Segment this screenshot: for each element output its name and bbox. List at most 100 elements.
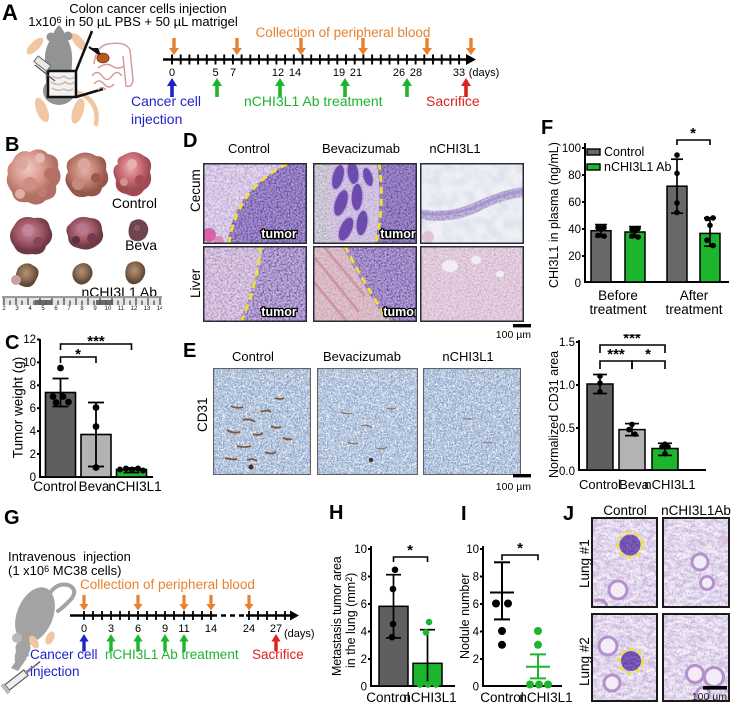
svg-text:20: 20 bbox=[568, 251, 581, 263]
svg-text:After: After bbox=[680, 288, 709, 303]
svg-text:0: 0 bbox=[361, 682, 367, 694]
svg-text:Beva: Beva bbox=[79, 479, 110, 494]
svg-text:10: 10 bbox=[467, 544, 479, 556]
svg-text:Collection of peripheral blood: Collection of peripheral blood bbox=[80, 577, 255, 592]
svg-text:2: 2 bbox=[473, 654, 479, 666]
svg-text:10: 10 bbox=[23, 357, 36, 369]
svg-text:10: 10 bbox=[355, 544, 367, 556]
svg-text:9: 9 bbox=[162, 623, 168, 635]
svg-text:60: 60 bbox=[568, 197, 581, 209]
svg-text:tumor: tumor bbox=[261, 227, 297, 241]
svg-text:100 µm: 100 µm bbox=[692, 691, 727, 703]
svg-text:Before: Before bbox=[598, 288, 638, 303]
svg-text:nCHI3L1: nCHI3L1 bbox=[519, 690, 572, 705]
svg-text:tumor: tumor bbox=[383, 305, 417, 319]
svg-text:5: 5 bbox=[41, 306, 45, 310]
svg-text:6: 6 bbox=[135, 623, 141, 635]
svg-text:nCHI3L1 Ab treatment: nCHI3L1 Ab treatment bbox=[244, 93, 383, 109]
svg-text:26: 26 bbox=[393, 67, 405, 79]
svg-text:10: 10 bbox=[105, 306, 112, 310]
svg-text:*: * bbox=[645, 346, 651, 363]
svg-text:injection: injection bbox=[131, 111, 182, 127]
svg-text:Control: Control bbox=[366, 690, 410, 705]
svg-text:6: 6 bbox=[361, 599, 367, 611]
svg-text:6: 6 bbox=[54, 306, 58, 310]
svg-text:9: 9 bbox=[93, 306, 97, 310]
svg-text:12: 12 bbox=[23, 334, 36, 346]
svg-text:(days): (days) bbox=[469, 67, 500, 79]
svg-text:8: 8 bbox=[473, 572, 479, 584]
svg-text:0.5: 0.5 bbox=[559, 423, 575, 435]
svg-text:100 µm: 100 µm bbox=[496, 481, 531, 493]
svg-text:0: 0 bbox=[81, 623, 87, 635]
svg-text:Control: Control bbox=[579, 477, 621, 492]
svg-text:Collection of peripheral blood: Collection of peripheral blood bbox=[256, 25, 431, 40]
svg-text:nCHI3L1: nCHI3L1 bbox=[644, 477, 695, 492]
svg-text:40: 40 bbox=[568, 224, 581, 236]
svg-text:21: 21 bbox=[350, 67, 362, 79]
svg-text:nCHI3L1 Ab treatment: nCHI3L1 Ab treatment bbox=[105, 647, 239, 662]
svg-text:11: 11 bbox=[178, 623, 189, 635]
svg-text:0.0: 0.0 bbox=[559, 466, 575, 478]
svg-text:8: 8 bbox=[361, 572, 367, 584]
svg-text:3: 3 bbox=[15, 306, 19, 310]
svg-text:0: 0 bbox=[575, 278, 581, 290]
svg-text:Cancer cell: Cancer cell bbox=[131, 93, 201, 109]
svg-text:27: 27 bbox=[270, 623, 282, 635]
svg-text:8: 8 bbox=[30, 380, 36, 392]
svg-text:nCHI3L1 Ab: nCHI3L1 Ab bbox=[604, 160, 671, 174]
svg-text:6: 6 bbox=[30, 403, 36, 415]
svg-text:12: 12 bbox=[272, 67, 284, 79]
svg-text:14: 14 bbox=[157, 306, 162, 310]
svg-text:***: *** bbox=[607, 346, 625, 363]
svg-text:1.5: 1.5 bbox=[559, 337, 575, 349]
svg-text:***: *** bbox=[623, 334, 641, 347]
svg-text:***: *** bbox=[87, 333, 105, 350]
svg-text:28: 28 bbox=[410, 67, 422, 79]
svg-text:12: 12 bbox=[131, 306, 138, 310]
svg-text:Sacrifice: Sacrifice bbox=[252, 647, 304, 662]
svg-text:5: 5 bbox=[212, 67, 218, 79]
svg-text:2: 2 bbox=[30, 449, 36, 461]
svg-text:13: 13 bbox=[144, 306, 151, 310]
svg-text:*: * bbox=[517, 540, 523, 557]
svg-text:Control: Control bbox=[604, 145, 644, 159]
svg-text:4: 4 bbox=[30, 426, 37, 438]
svg-text:4: 4 bbox=[28, 306, 32, 310]
svg-text:100: 100 bbox=[562, 143, 581, 155]
svg-text:tumor: tumor bbox=[261, 305, 297, 319]
svg-text:19: 19 bbox=[333, 67, 345, 79]
svg-text:nCHI3L1: nCHI3L1 bbox=[108, 479, 161, 494]
svg-text:Control: Control bbox=[33, 479, 77, 494]
svg-text:treatment: treatment bbox=[589, 302, 646, 317]
svg-text:Sacrifice: Sacrifice bbox=[426, 93, 480, 109]
svg-text:0: 0 bbox=[473, 682, 479, 694]
svg-text:24: 24 bbox=[243, 623, 255, 635]
svg-text:0: 0 bbox=[169, 67, 175, 79]
svg-text:*: * bbox=[75, 346, 81, 363]
svg-text:3: 3 bbox=[108, 623, 114, 635]
svg-text:100 µm: 100 µm bbox=[496, 329, 531, 340]
svg-text:4: 4 bbox=[361, 627, 368, 639]
svg-text:14: 14 bbox=[289, 67, 301, 79]
svg-text:(days): (days) bbox=[284, 628, 315, 640]
svg-text:treatment: treatment bbox=[665, 302, 722, 317]
svg-text:7: 7 bbox=[67, 306, 71, 310]
svg-text:2: 2 bbox=[361, 654, 367, 666]
svg-text:33: 33 bbox=[453, 67, 465, 79]
svg-text:8: 8 bbox=[80, 306, 84, 310]
svg-text:0: 0 bbox=[30, 472, 36, 484]
svg-text:Beva: Beva bbox=[619, 477, 649, 492]
svg-text:2: 2 bbox=[2, 306, 6, 310]
svg-text:*: * bbox=[690, 125, 696, 142]
svg-text:14: 14 bbox=[205, 623, 217, 635]
svg-text:11: 11 bbox=[118, 306, 125, 310]
svg-text:7: 7 bbox=[230, 67, 236, 79]
svg-text:*: * bbox=[407, 542, 413, 559]
svg-text:Control: Control bbox=[480, 690, 524, 705]
svg-text:injection: injection bbox=[30, 664, 80, 679]
svg-text:6: 6 bbox=[473, 599, 479, 611]
svg-text:80: 80 bbox=[568, 170, 581, 182]
svg-text:Cancer cell: Cancer cell bbox=[30, 647, 98, 662]
svg-text:4: 4 bbox=[473, 627, 480, 639]
